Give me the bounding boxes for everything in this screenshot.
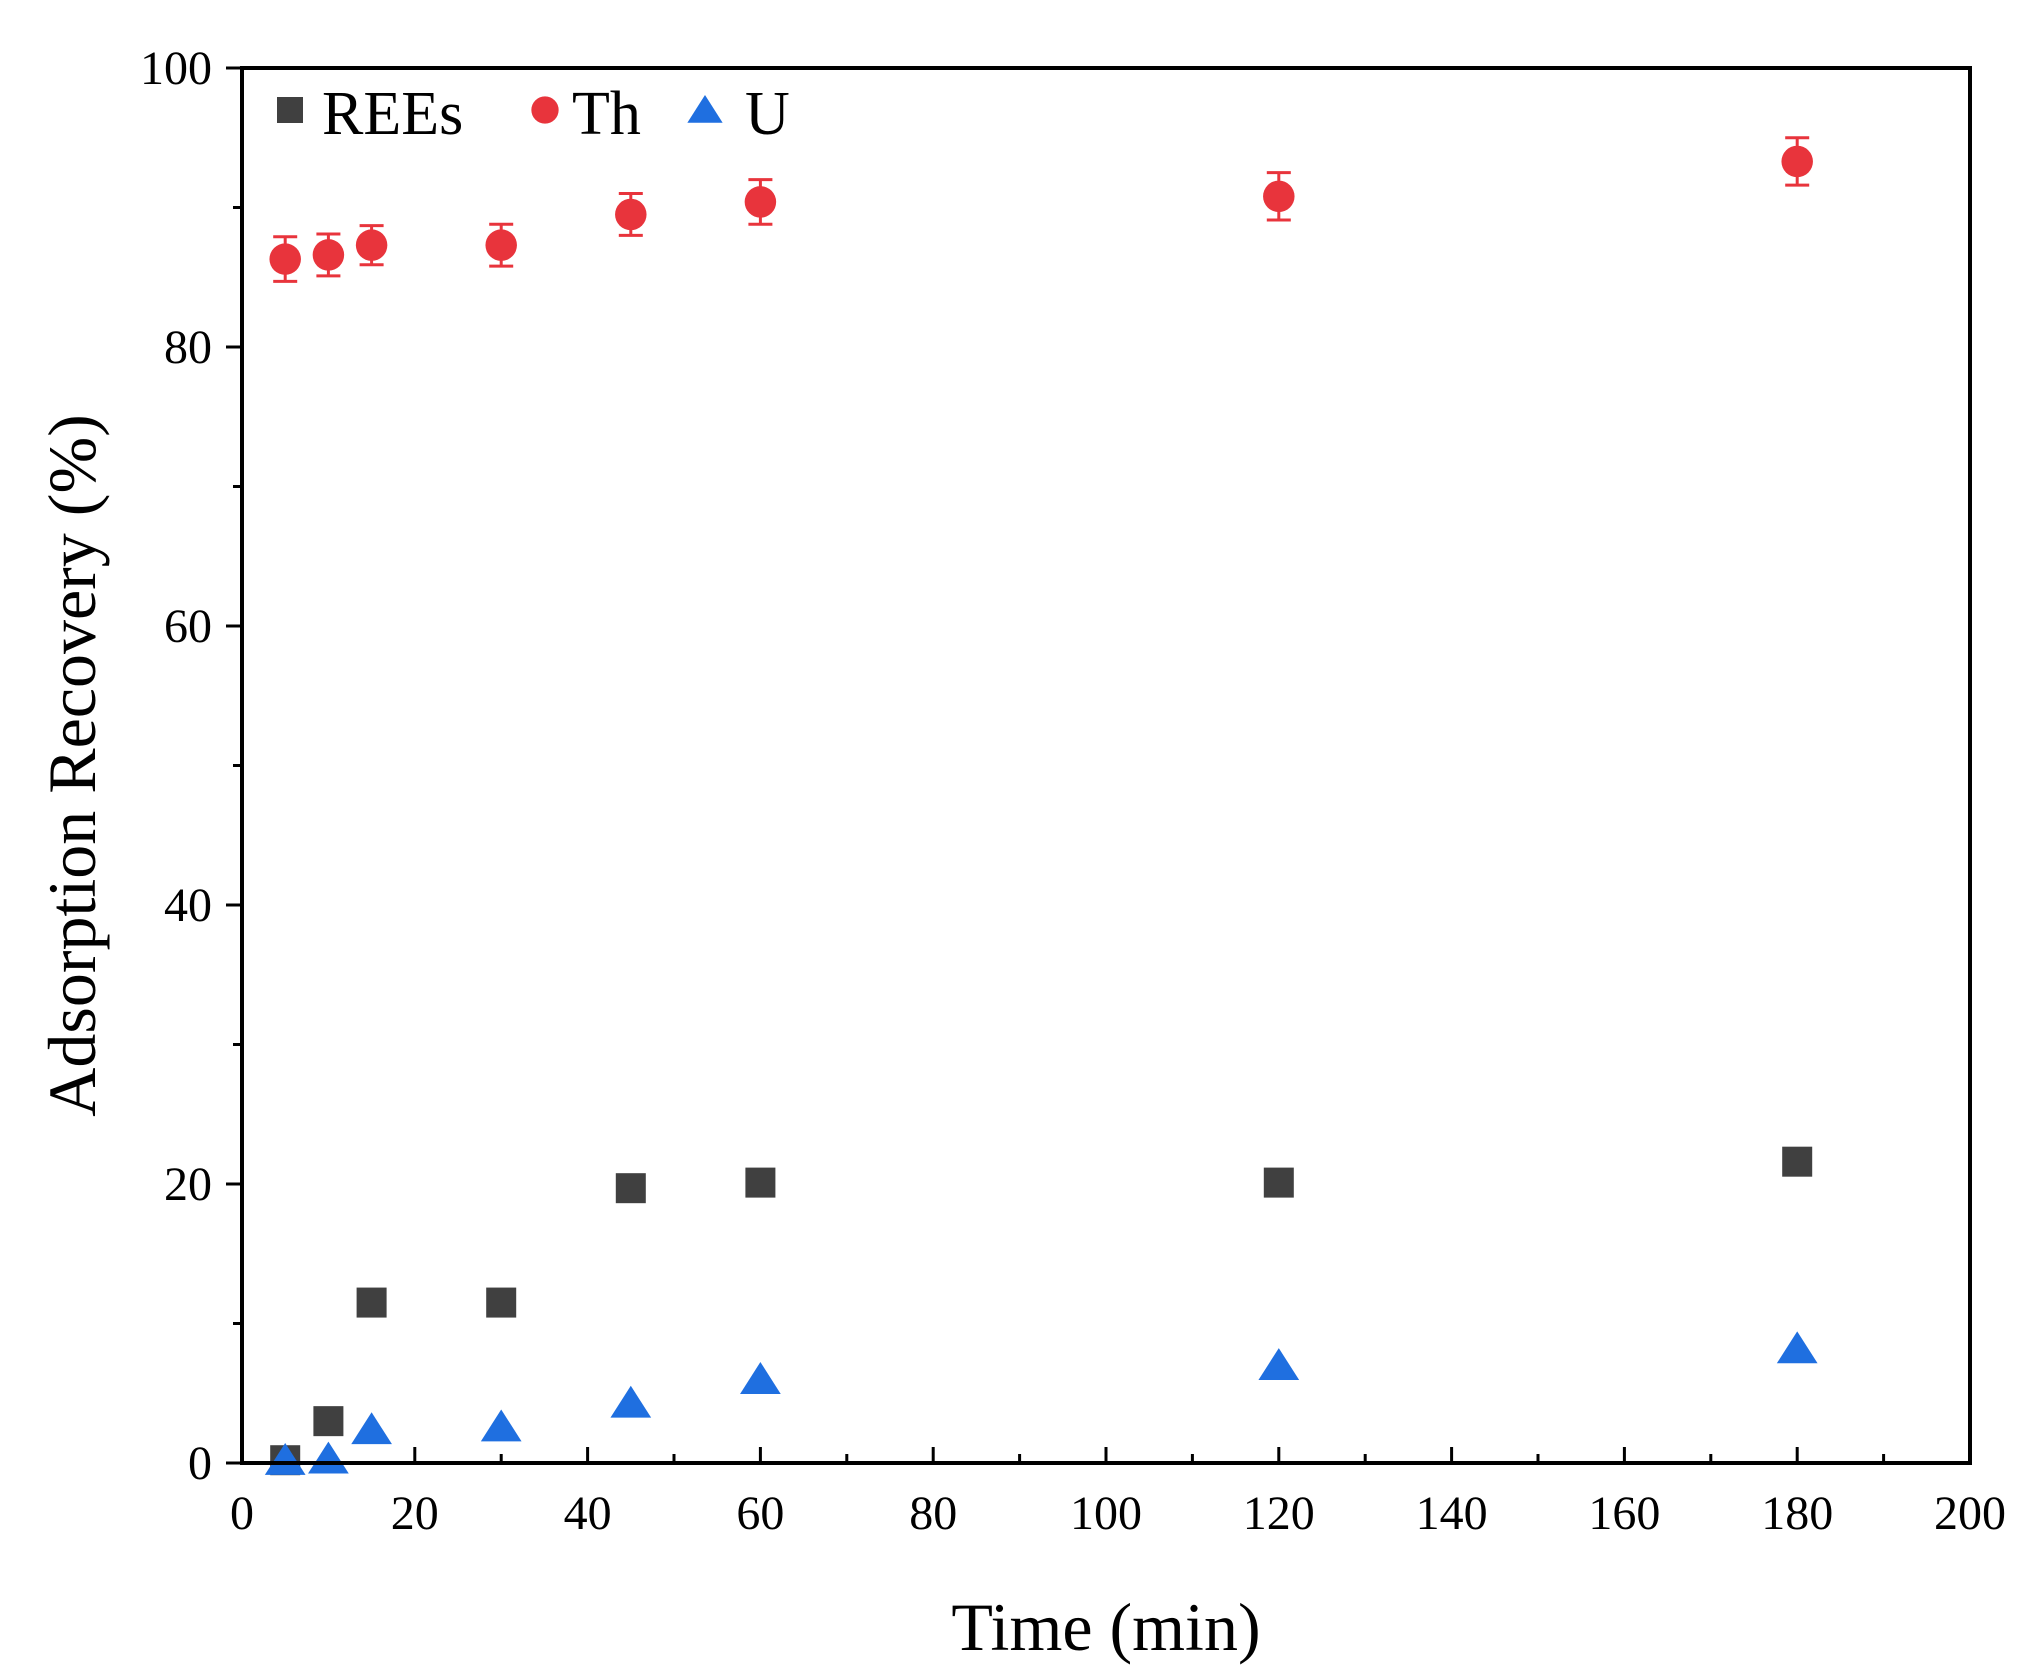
y-axis-title: Adsorption Recovery (%) (34, 414, 110, 1116)
data-point-u (480, 1409, 522, 1442)
legend-label-rees: REEs (322, 80, 463, 148)
data-point-rees (745, 1167, 776, 1198)
data-point-u (740, 1362, 781, 1394)
data-point-u (351, 1412, 392, 1445)
legend-marker-u (687, 95, 723, 123)
legend-marker-rees (277, 97, 303, 123)
x-tick-label: 140 (1416, 1487, 1488, 1540)
x-tick-label: 180 (1761, 1487, 1833, 1540)
plot-frame (240, 66, 1972, 1465)
y-tick-label: 20 (164, 1158, 212, 1211)
x-tick-label: 100 (1070, 1487, 1142, 1540)
y-tick-label: 40 (164, 879, 212, 932)
legend-item-th: Th (531, 80, 641, 148)
data-point-rees (1782, 1146, 1813, 1177)
x-tick-label: 200 (1934, 1487, 2006, 1540)
data-point-rees (486, 1287, 517, 1318)
data-point-rees (615, 1173, 646, 1204)
legend-item-u: U (687, 80, 790, 148)
series-th (269, 136, 1813, 283)
data-point-rees (1263, 1167, 1294, 1198)
y-tick-label: 0 (188, 1437, 212, 1490)
y-tick-label: 100 (140, 42, 212, 95)
data-point-u (610, 1385, 652, 1418)
series-u (264, 1331, 1818, 1475)
legend-label-th: Th (572, 80, 641, 148)
x-tick-label: 20 (391, 1487, 439, 1540)
data-point-u (264, 1442, 306, 1475)
data-point-rees (356, 1287, 387, 1318)
axis-ticks: 0 20 40 60 80 100 120 140 160 180 200 0 20 40 60 80 100 (140, 42, 2006, 1540)
legend-label-u: U (745, 80, 790, 148)
x-tick-label: 80 (909, 1487, 957, 1540)
y-tick-label: 60 (164, 600, 212, 653)
data-point-u (1258, 1348, 1300, 1381)
data-point-th (355, 229, 388, 261)
x-tick-label: 120 (1243, 1487, 1315, 1540)
y-tick-label: 80 (164, 321, 212, 374)
x-tick-label: 40 (564, 1487, 612, 1540)
x-axis-title: Time (min) (951, 1589, 1260, 1665)
data-point-th (312, 239, 345, 271)
data-point-th (1781, 145, 1813, 178)
data-point-th (744, 186, 777, 218)
legend-item-rees: REEs (277, 80, 463, 148)
x-tick-label: 0 (230, 1487, 254, 1540)
data-point-th (485, 229, 517, 261)
data-point-th (269, 243, 301, 275)
data-point-u (308, 1441, 349, 1474)
legend-marker-th (531, 96, 559, 124)
legend: REEs Th U (277, 80, 790, 148)
data-point-rees (313, 1406, 344, 1437)
x-tick-label: 60 (736, 1487, 784, 1540)
data-marks (264, 136, 1818, 1476)
data-point-th (1263, 180, 1295, 213)
x-tick-label: 160 (1588, 1487, 1660, 1540)
data-point-th (615, 198, 647, 231)
data-point-u (1776, 1331, 1818, 1364)
